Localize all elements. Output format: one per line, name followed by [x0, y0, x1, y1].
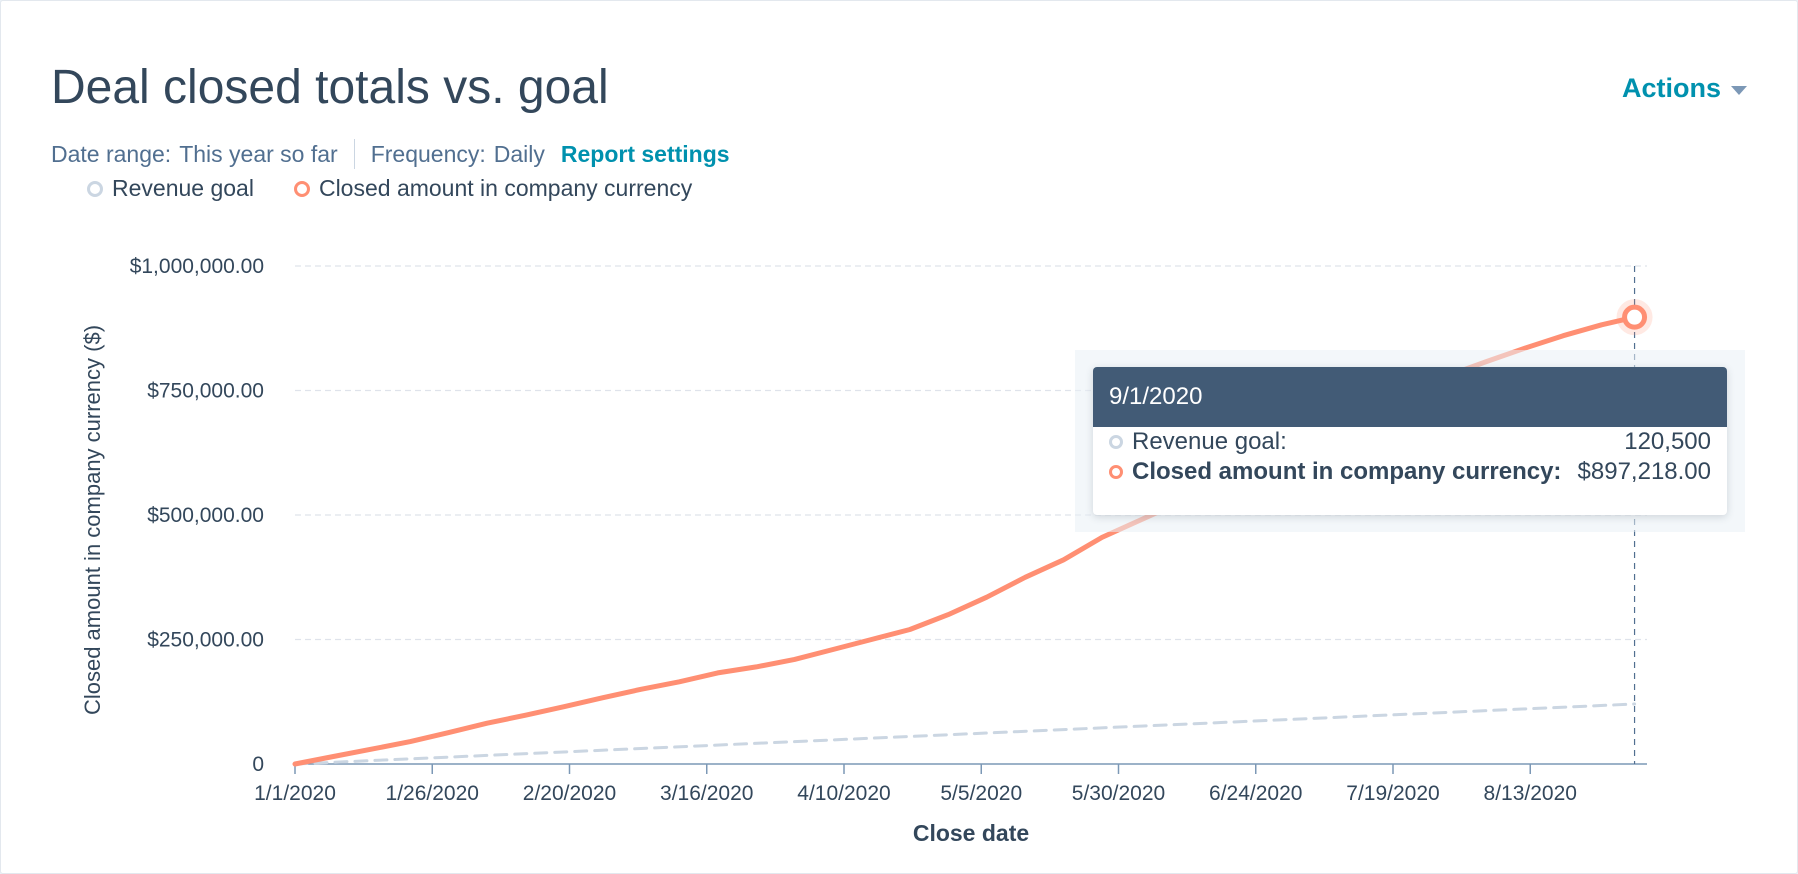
tooltip-date: 9/1/2020: [1093, 367, 1727, 427]
date-range-key: Date range:: [51, 140, 172, 167]
report-title: Deal closed totals vs. goal: [51, 61, 609, 114]
x-axis-title: Close date: [913, 820, 1029, 846]
tooltip-value: 120,500: [1624, 428, 1711, 455]
report-settings-link[interactable]: Report settings: [560, 140, 730, 167]
x-tick-label: 8/13/2020: [1484, 782, 1577, 805]
highlight-point: [1622, 304, 1648, 330]
tooltip-label: Closed amount in company currency:: [1132, 458, 1562, 485]
tooltip-row-revenue-goal: Revenue goal: 120,500: [1093, 427, 1727, 457]
tooltip-marker-icon: [1109, 435, 1123, 449]
legend-marker-icon: [87, 180, 103, 197]
x-tick-label: 4/10/2020: [797, 782, 890, 805]
series-line-revenue-goal: [293, 702, 1637, 766]
x-tick-label: 5/30/2020: [1072, 782, 1165, 805]
meta-divider: [353, 139, 355, 169]
date-range-value: This year so far: [179, 140, 338, 167]
tooltip-marker-icon: [1109, 465, 1123, 479]
y-tick-label: $500,000.00: [147, 504, 264, 527]
y-tick-label: $750,000.00: [147, 380, 264, 403]
x-tick-label: 6/24/2020: [1209, 782, 1302, 805]
x-tick-label: 5/5/2020: [940, 782, 1022, 805]
y-tick-label: $1,000,000.00: [130, 255, 264, 278]
actions-dropdown[interactable]: Actions: [1622, 73, 1747, 104]
x-tick-label: 2/20/2020: [523, 782, 616, 805]
actions-label: Actions: [1621, 73, 1721, 103]
frequency-key: Frequency:: [370, 140, 486, 167]
chevron-down-icon: [1731, 85, 1747, 95]
x-tick-label: 3/16/2020: [660, 782, 753, 805]
tooltip-label: Revenue goal:: [1132, 428, 1287, 455]
chart-legend: Revenue goal Closed amount in company cu…: [87, 175, 732, 202]
y-tick-label: 0: [252, 753, 264, 776]
chart-tooltip: 9/1/2020 Revenue goal: 120,500 Closed am…: [1093, 367, 1727, 515]
legend-label: Closed amount in company currency: [318, 175, 693, 201]
legend-item-closed-amount[interactable]: Closed amount in company currency: [293, 175, 693, 202]
frequency-value: Daily: [493, 140, 545, 167]
legend-marker-icon: [293, 180, 310, 197]
x-tick-label: 1/26/2020: [386, 782, 479, 805]
tooltip-value: $897,218.00: [1577, 458, 1711, 485]
legend-item-revenue-goal[interactable]: Revenue goal: [87, 175, 254, 202]
x-tick-label: 1/1/2020: [254, 782, 336, 805]
x-tick-label: 7/19/2020: [1346, 782, 1439, 805]
tooltip-row-closed-amount: Closed amount in company currency: $897,…: [1093, 457, 1727, 487]
y-axis-title: Closed amount in company currency ($): [80, 325, 105, 715]
report-meta: Date range: This year so far Frequency: …: [51, 139, 730, 169]
y-tick-label: $250,000.00: [147, 629, 264, 652]
legend-label: Revenue goal: [112, 175, 254, 201]
